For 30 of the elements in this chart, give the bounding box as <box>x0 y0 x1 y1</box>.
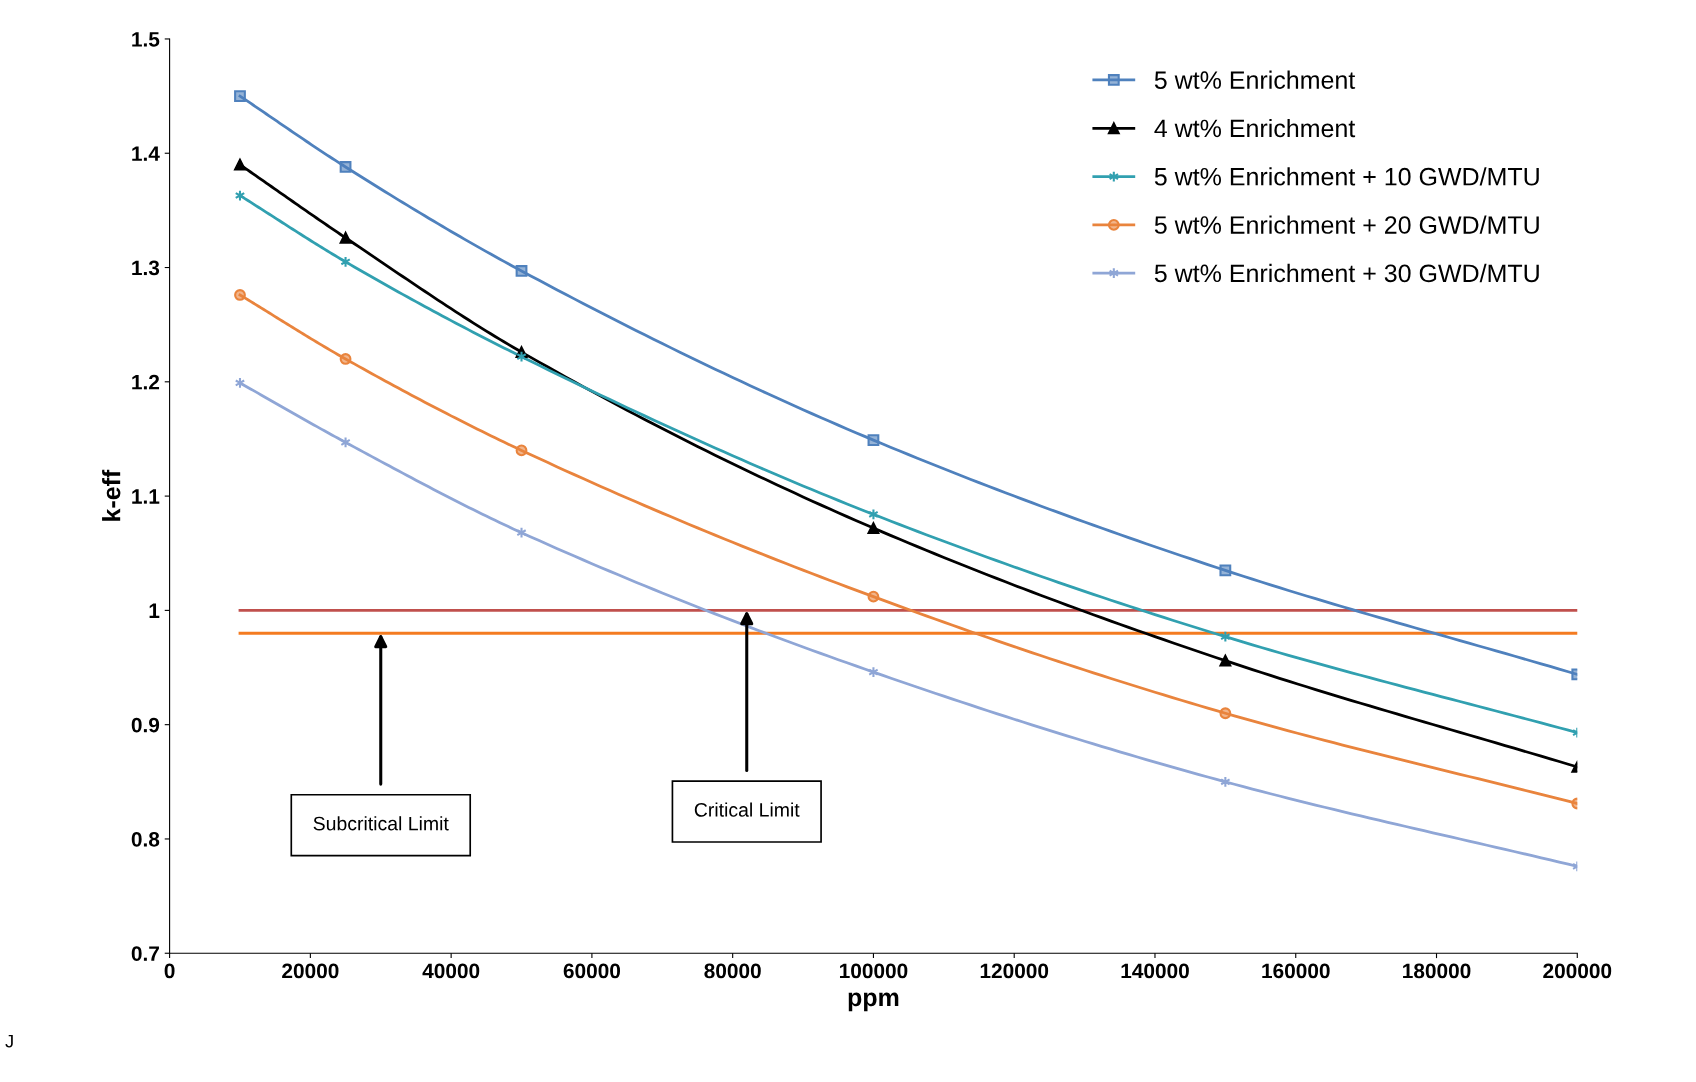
legend-label: 5 wt% Enrichment + 20 GWD/MTU <box>1154 215 1539 234</box>
y-tick-label: 0.9 <box>131 717 160 733</box>
x-tick-label: 80000 <box>704 963 761 979</box>
legend-label: 4 wt% Enrichment <box>1154 118 1356 138</box>
y-tick-label: 1.3 <box>132 260 160 276</box>
y-tick-label: 0.8 <box>131 831 160 847</box>
y-tick-label: 0.7 <box>131 946 159 961</box>
y-tick-label: 1.1 <box>132 489 160 504</box>
legend-label: 5 wt% Enrichment + 10 GWD/MTU <box>1154 167 1539 186</box>
legend-label: 5 wt% Enrichment <box>1154 70 1356 89</box>
x-axis-title: ppm <box>848 992 899 1012</box>
x-tick-label: 100000 <box>840 963 908 979</box>
y-tick-label: 1.5 <box>132 32 160 47</box>
x-tick-label: 160000 <box>1262 963 1330 979</box>
y-tick-label: 1.2 <box>132 374 160 390</box>
x-tick-label: 200000 <box>1543 963 1612 979</box>
x-tick-label: 0 <box>164 963 175 979</box>
text: J <box>5 1034 13 1048</box>
x-tick-label: 180000 <box>1403 963 1471 979</box>
annotation: Subcritical Limit <box>313 816 449 831</box>
y-tick-label: 1.4 <box>132 146 160 161</box>
x-tick-label: 60000 <box>563 963 621 979</box>
x-tick-label: 20000 <box>282 963 339 979</box>
x-tick-label: 120000 <box>980 963 1049 979</box>
annotation: Critical Limit <box>694 802 800 817</box>
x-tick-label: 40000 <box>422 963 480 979</box>
x-tick-label: 140000 <box>1121 963 1189 979</box>
y-tick-label: 1 <box>149 603 160 618</box>
legend-label: 5 wt% Enrichment + 30 GWD/MTU <box>1154 263 1539 283</box>
y-axis-title: k-eff <box>102 469 121 521</box>
